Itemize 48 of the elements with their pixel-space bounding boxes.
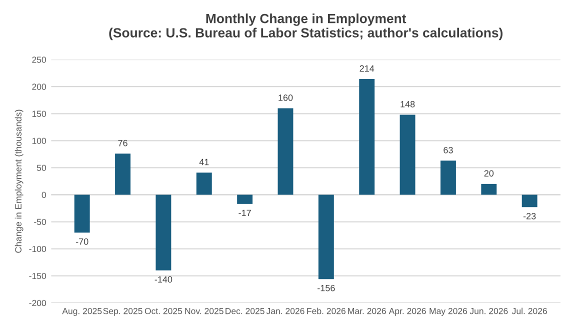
x-tick-label: Dec. 2025 — [226, 308, 264, 314]
bar — [156, 194, 172, 270]
y-tick-label: 200 — [32, 84, 46, 90]
x-tick-label: Jan. 2026 — [266, 308, 304, 314]
data-label: -23 — [523, 212, 536, 220]
bar — [481, 184, 497, 195]
bar — [278, 108, 294, 195]
chart-title: Monthly Change in Employment (Source: U.S. Bureau of Labor Statistics; author's calculations) — [109, 14, 503, 40]
y-tick-label: 100 — [32, 138, 46, 144]
x-tick-label: Jun. 2026 — [470, 308, 508, 314]
y-tick-label: -50 — [34, 218, 46, 226]
x-tick-label: Aug. 2025 — [62, 308, 102, 316]
data-label: 63 — [444, 146, 453, 154]
data-label: -17 — [238, 210, 251, 216]
y-tick-label: 250 — [32, 56, 46, 63]
bar — [237, 194, 253, 204]
y-tick-label: 50 — [36, 164, 46, 171]
x-tick-label: Oct. 2025 — [144, 308, 182, 314]
x-tick-label: Feb. 2026 — [307, 308, 346, 314]
bar — [318, 194, 334, 280]
data-label: 160 — [278, 94, 293, 101]
y-tick-label: -200 — [29, 300, 46, 306]
x-tick-label: May 2026 — [430, 308, 468, 316]
data-label: -156 — [318, 284, 335, 292]
bar — [115, 154, 130, 195]
y-tick-label: 0 — [42, 192, 46, 198]
y-tick-label: -100 — [29, 246, 46, 252]
data-label: 148 — [400, 100, 415, 108]
data-label: 20 — [484, 170, 494, 177]
x-tick-label: Sep. 2025 — [103, 308, 142, 316]
x-tick-label: Jul. 2026 — [512, 308, 547, 314]
data-label: 76 — [118, 140, 128, 146]
bar — [196, 172, 212, 195]
bar — [359, 79, 375, 195]
x-tick-label: Apr. 2026 — [388, 308, 426, 316]
bar — [400, 114, 416, 195]
data-label: 214 — [360, 65, 374, 72]
bar — [440, 160, 456, 195]
x-tick-label: Nov. 2025 — [185, 308, 224, 314]
data-label: 41 — [199, 158, 209, 166]
y-axis-title: Change in Employment (thousands) — [14, 110, 24, 253]
y-tick-label: 150 — [32, 110, 46, 117]
data-label: -70 — [76, 238, 88, 245]
data-label: -140 — [154, 276, 172, 283]
y-tick-label: -150 — [29, 272, 46, 280]
x-tick-label: Mar. 2026 — [348, 308, 386, 314]
bar — [522, 194, 538, 208]
bar — [74, 194, 90, 233]
